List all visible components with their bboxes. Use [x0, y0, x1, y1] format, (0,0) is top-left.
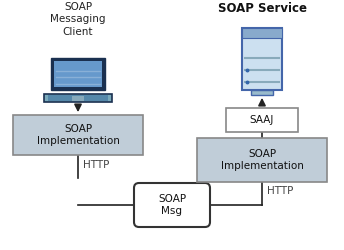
FancyBboxPatch shape — [226, 108, 298, 132]
FancyBboxPatch shape — [44, 94, 112, 102]
FancyBboxPatch shape — [251, 90, 273, 95]
Text: SOAP
Msg: SOAP Msg — [158, 194, 186, 216]
Text: SOAP
Implementation: SOAP Implementation — [221, 149, 303, 171]
FancyBboxPatch shape — [48, 95, 108, 101]
FancyBboxPatch shape — [52, 58, 105, 90]
FancyBboxPatch shape — [134, 183, 210, 227]
Text: SOAP
Messaging
Client: SOAP Messaging Client — [50, 2, 106, 37]
Text: SAAJ: SAAJ — [250, 115, 274, 125]
Text: HTTP: HTTP — [267, 186, 293, 196]
FancyBboxPatch shape — [13, 115, 143, 155]
Text: SOAP
Implementation: SOAP Implementation — [36, 124, 119, 146]
FancyBboxPatch shape — [242, 28, 282, 90]
FancyBboxPatch shape — [197, 138, 327, 182]
FancyBboxPatch shape — [72, 96, 84, 101]
Text: HTTP: HTTP — [83, 160, 109, 170]
Text: SOAP Service: SOAP Service — [217, 2, 307, 15]
FancyBboxPatch shape — [242, 28, 282, 38]
FancyBboxPatch shape — [54, 61, 101, 87]
